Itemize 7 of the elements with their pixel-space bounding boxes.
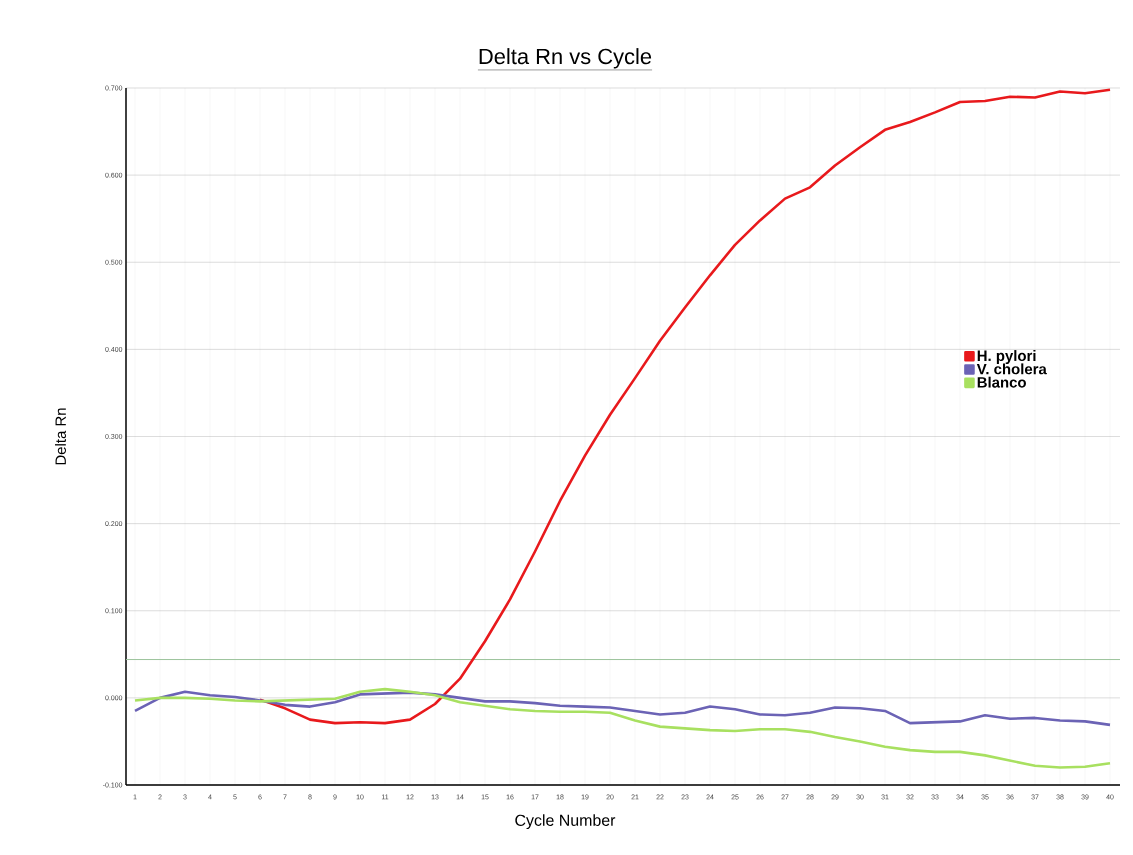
y-axis-title: Delta Rn	[55, 408, 66, 465]
line-series	[258, 88, 1112, 725]
chart-title: Delta Rn vs Cycle	[479, 48, 652, 69]
legend-label: V. cholera	[976, 363, 1047, 375]
legend-label: H. pylori	[977, 350, 1036, 364]
legend-label: Blanco	[977, 376, 1026, 388]
x-axis-title: Cycle Number	[515, 814, 616, 830]
